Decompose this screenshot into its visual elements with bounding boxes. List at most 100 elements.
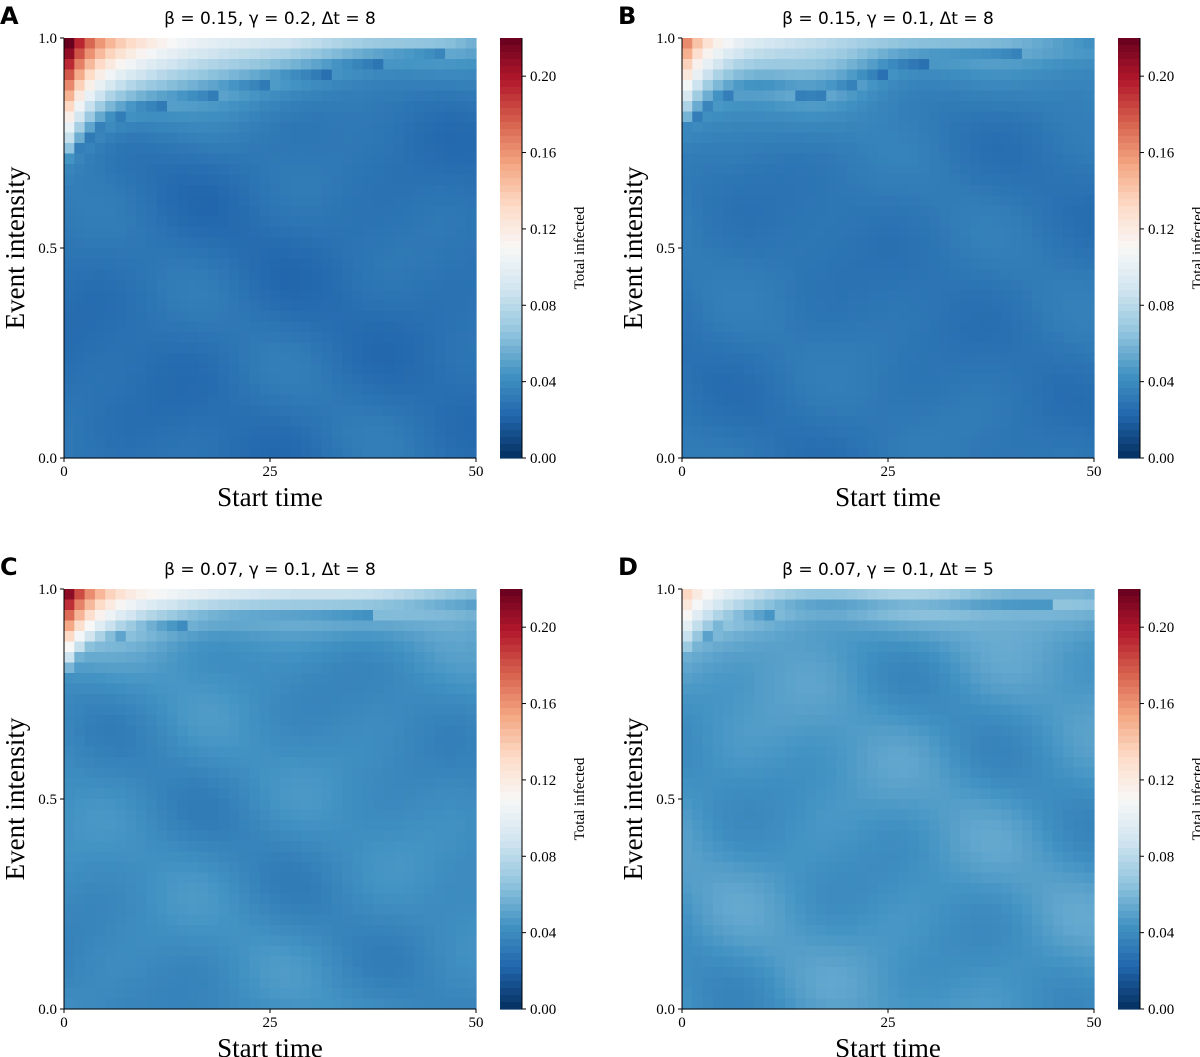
heatmap-cell xyxy=(239,935,250,947)
heatmap-cell xyxy=(74,925,86,937)
heatmap-cell xyxy=(311,353,323,365)
heatmap-cell xyxy=(785,405,796,417)
heatmap-cell xyxy=(1063,164,1074,176)
heatmap-cell xyxy=(311,426,323,438)
heatmap-cell xyxy=(465,820,477,832)
heatmap-cell xyxy=(857,38,868,50)
heatmap-cell xyxy=(764,237,776,249)
heatmap-cell xyxy=(465,998,477,1010)
heatmap-cell xyxy=(105,851,117,863)
heatmap-cell xyxy=(290,185,302,197)
heatmap-cell xyxy=(383,321,395,333)
heatmap-cell xyxy=(1001,384,1013,396)
heatmap-cell xyxy=(692,269,704,281)
heatmap-cell xyxy=(918,143,930,155)
heatmap-cell xyxy=(846,447,858,459)
heatmap-cell xyxy=(805,447,817,459)
heatmap-cell xyxy=(300,977,312,989)
heatmap-cell xyxy=(1011,363,1023,375)
heatmap-cell xyxy=(383,101,395,113)
heatmap-cell xyxy=(393,384,405,396)
heatmap-cell xyxy=(239,101,250,113)
heatmap-cell xyxy=(208,90,220,102)
heatmap-cell xyxy=(228,416,240,428)
heatmap-cell xyxy=(465,620,477,632)
heatmap-cell xyxy=(331,185,343,197)
heatmap-cell xyxy=(84,332,96,344)
heatmap-cell xyxy=(270,683,281,695)
heatmap-cell xyxy=(352,788,364,800)
heatmap-cell xyxy=(362,704,374,716)
heatmap-cell xyxy=(228,374,240,386)
heatmap-cell xyxy=(692,353,704,365)
heatmap-cell xyxy=(290,778,302,790)
heatmap-cell xyxy=(403,683,415,695)
heatmap-cell xyxy=(208,673,220,685)
heatmap-cell xyxy=(342,237,353,249)
heatmap-cell xyxy=(1073,416,1085,428)
heatmap-cell xyxy=(980,69,992,81)
heatmap-cell xyxy=(434,237,446,249)
heatmap-cell xyxy=(300,851,312,863)
heatmap-cell xyxy=(455,290,467,302)
heatmap-cell xyxy=(177,778,189,790)
heatmap-cell xyxy=(867,132,879,144)
heatmap-cell xyxy=(702,374,714,386)
heatmap-cell xyxy=(280,620,292,632)
heatmap-cell xyxy=(702,153,714,165)
heatmap-cell xyxy=(105,353,117,365)
heatmap-cell xyxy=(980,185,992,197)
heatmap-cell xyxy=(970,195,982,207)
heatmap-cell xyxy=(311,725,323,737)
heatmap-cell xyxy=(723,174,735,186)
heatmap-cell xyxy=(84,258,96,270)
heatmap-cell xyxy=(352,599,364,611)
heatmap-cell xyxy=(187,132,199,144)
heatmap-cell xyxy=(960,426,971,438)
heatmap-cell xyxy=(805,416,817,428)
heatmap-cell xyxy=(1052,416,1064,428)
heatmap-cell xyxy=(239,185,250,197)
heatmap-cell xyxy=(362,279,374,291)
heatmap-cell xyxy=(146,269,158,281)
heatmap-cell xyxy=(64,673,75,685)
heatmap-cell xyxy=(74,988,86,1000)
heatmap-cell xyxy=(197,38,209,50)
heatmap-cell xyxy=(177,746,189,758)
heatmap-cell xyxy=(115,48,127,60)
heatmap-cell xyxy=(84,736,96,748)
heatmap-cell xyxy=(723,248,735,260)
heatmap-cell xyxy=(1042,269,1054,281)
heatmap-cell xyxy=(939,300,951,312)
colorbar-segment xyxy=(1118,451,1140,459)
heatmap-cell xyxy=(723,353,735,365)
heatmap-cell xyxy=(434,956,446,968)
heatmap-cell xyxy=(918,342,930,354)
heatmap-cell xyxy=(64,174,75,186)
heatmap-cell xyxy=(239,90,250,102)
heatmap-cell xyxy=(177,447,189,459)
heatmap-cell xyxy=(156,767,168,779)
heatmap-cell xyxy=(991,395,1002,407)
heatmap-cell xyxy=(455,384,467,396)
heatmap-cell xyxy=(764,342,776,354)
heatmap-cell xyxy=(105,872,117,884)
heatmap-cell xyxy=(743,164,755,176)
heatmap-cell xyxy=(733,195,745,207)
heatmap-cell xyxy=(702,437,714,449)
heatmap-cell xyxy=(197,862,209,874)
heatmap-cell xyxy=(991,405,1002,417)
heatmap-cell xyxy=(187,164,199,176)
heatmap-cell xyxy=(218,227,230,239)
heatmap-cell xyxy=(239,757,250,769)
heatmap-cell xyxy=(105,321,117,333)
heatmap-cell xyxy=(908,437,920,449)
heatmap-cell xyxy=(239,237,250,249)
heatmap-cell xyxy=(1073,426,1085,438)
heatmap-cell xyxy=(980,153,992,165)
heatmap-cell xyxy=(754,342,765,354)
heatmap-cell xyxy=(1083,174,1095,186)
heatmap-cell xyxy=(1001,164,1013,176)
heatmap-cell xyxy=(270,631,281,643)
